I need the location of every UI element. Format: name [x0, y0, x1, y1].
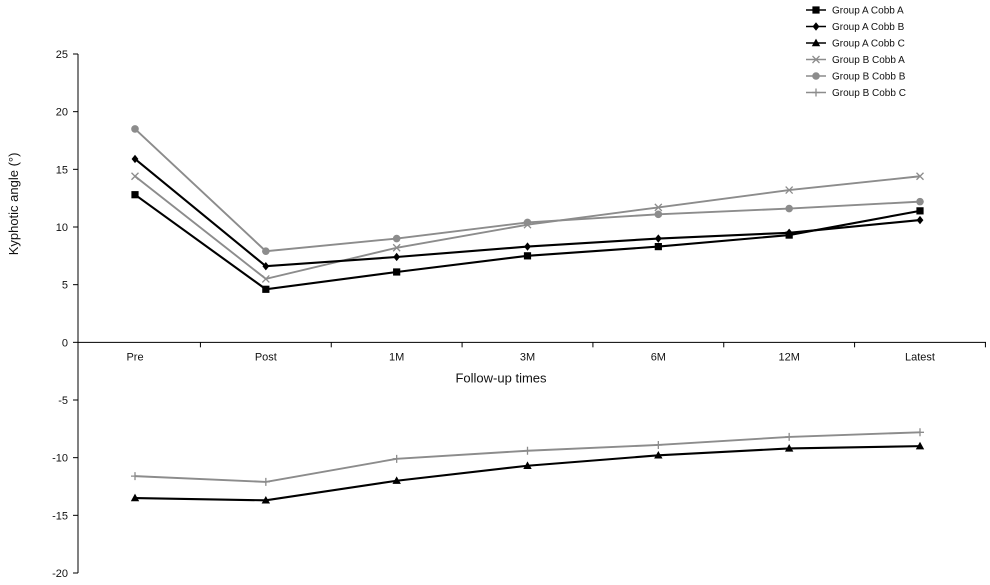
- data-point-group-a-cobb-b: [524, 242, 531, 251]
- legend: Group A Cobb A Group A Cobb B Group A Cobb…: [806, 6, 906, 99]
- series-group-a-cobb-c: [130, 441, 925, 504]
- data-point-group-a-cobb-c: [523, 461, 532, 469]
- data-point-group-a-cobb-b: [393, 252, 401, 262]
- series-group-b-cobb-a: [131, 172, 924, 283]
- series-line-group-b-cobb-a: [134, 175, 921, 280]
- series-line-group-b-cobb-c: [134, 431, 921, 483]
- data-point-group-a-cobb-b: [916, 215, 924, 225]
- data-point-group-a-cobb-c: [130, 493, 140, 502]
- y-tick-label: 0: [62, 337, 68, 349]
- data-point-group-a-cobb-a: [523, 252, 532, 260]
- legend-label: Group A Cobb C: [832, 39, 905, 50]
- data-point-group-b-cobb-a: [131, 172, 139, 181]
- y-tick-label: -5: [58, 395, 68, 407]
- y-tick-label: 15: [56, 164, 68, 176]
- x-axis-title: Follow-up times: [455, 371, 547, 386]
- series-group-a-cobb-a: [131, 191, 924, 293]
- data-point-group-b-cobb-b: [916, 197, 924, 206]
- data-point-group-b-cobb-b: [392, 234, 401, 243]
- series-group-b-cobb-c: [131, 428, 924, 486]
- legend-marker: [811, 38, 821, 47]
- x-axis: Pre Post 1M 3M 6M 12M Latest: [77, 341, 986, 363]
- legend-marker: [812, 6, 820, 14]
- legend-item-group-b-cobb-b: Group B Cobb B: [806, 72, 906, 83]
- legend-marker: [812, 22, 820, 31]
- series-line-group-a-cobb-a: [134, 193, 921, 291]
- data-point-group-a-cobb-a: [654, 243, 662, 251]
- data-point-group-b-cobb-c: [392, 454, 401, 463]
- data-point-group-b-cobb-a: [261, 274, 270, 283]
- data-point-group-b-cobb-c: [654, 440, 663, 449]
- y-tick-label: 10: [56, 222, 68, 234]
- data-point-group-b-cobb-c: [131, 472, 139, 481]
- y-tick-label: -15: [52, 510, 68, 522]
- data-point-group-b-cobb-b: [785, 204, 793, 213]
- legend-label: Group B Cobb B: [832, 72, 906, 83]
- data-point-group-b-cobb-a: [785, 186, 794, 195]
- data-point-group-b-cobb-a: [392, 243, 401, 252]
- data-point-group-b-cobb-c: [261, 477, 270, 486]
- data-point-group-a-cobb-c: [915, 441, 925, 450]
- legend-item-group-a-cobb-b: Group A Cobb B: [806, 22, 905, 33]
- y-tick-label: 25: [56, 49, 68, 61]
- legend-marker: [812, 88, 820, 97]
- y-axis: -20 -15 -10 -5 0 5 10 15 20 25: [52, 49, 79, 580]
- series-group-a-cobb-b: [131, 154, 924, 271]
- data-point-group-b-cobb-b: [262, 247, 270, 256]
- legend-label: Group A Cobb A: [832, 6, 904, 17]
- data-point-group-a-cobb-b: [654, 234, 662, 243]
- x-tick-label: Post: [255, 351, 277, 363]
- legend-marker: [812, 55, 820, 64]
- data-point-group-a-cobb-a: [393, 268, 401, 276]
- y-tick-label: 5: [62, 280, 68, 292]
- data-point-group-a-cobb-a: [262, 285, 270, 293]
- legend-label: Group B Cobb C: [832, 88, 906, 99]
- y-tick-label: -20: [52, 568, 68, 580]
- data-point-group-a-cobb-c: [784, 444, 794, 452]
- legend-item-group-b-cobb-a: Group B Cobb A: [806, 55, 905, 66]
- y-tick-label: -10: [52, 453, 68, 465]
- data-point-group-b-cobb-a: [654, 203, 663, 212]
- data-point-group-a-cobb-b: [262, 262, 270, 271]
- x-tick-label: 1M: [389, 351, 404, 363]
- data-point-group-a-cobb-c: [392, 476, 401, 484]
- y-tick-label: 20: [56, 107, 68, 119]
- data-point-group-b-cobb-c: [785, 432, 794, 441]
- legend-label: Group A Cobb B: [832, 22, 905, 33]
- data-point-group-a-cobb-a: [916, 207, 924, 215]
- legend-label: Group B Cobb A: [832, 55, 905, 66]
- x-tick-label: Pre: [126, 351, 143, 363]
- data-point-group-a-cobb-c: [261, 495, 271, 504]
- y-axis-title: Kyphotic angle (°): [6, 153, 21, 256]
- data-point-group-a-cobb-c: [654, 450, 663, 459]
- legend-marker: [812, 72, 820, 80]
- x-tick-label: 3M: [520, 351, 535, 363]
- data-point-group-b-cobb-c: [523, 446, 532, 455]
- series-group-b-cobb-b: [131, 125, 924, 256]
- x-tick-label: 12M: [778, 351, 799, 363]
- series-group: [130, 125, 925, 504]
- legend-item-group-b-cobb-c: Group B Cobb C: [806, 88, 906, 99]
- data-point-group-a-cobb-b: [131, 154, 139, 164]
- x-tick-label: 6M: [651, 351, 666, 363]
- data-point-group-a-cobb-a: [131, 191, 139, 199]
- data-point-group-a-cobb-b: [785, 228, 793, 237]
- legend-item-group-a-cobb-c: Group A Cobb C: [806, 39, 905, 50]
- x-tick-label: Latest: [905, 351, 935, 363]
- data-point-group-b-cobb-a: [916, 172, 924, 181]
- data-point-group-b-cobb-b: [523, 218, 532, 227]
- data-point-group-b-cobb-b: [131, 125, 139, 133]
- data-point-group-b-cobb-b: [654, 210, 663, 219]
- legend-item-group-a-cobb-a: Group A Cobb A: [806, 6, 904, 17]
- data-point-group-b-cobb-c: [916, 428, 924, 437]
